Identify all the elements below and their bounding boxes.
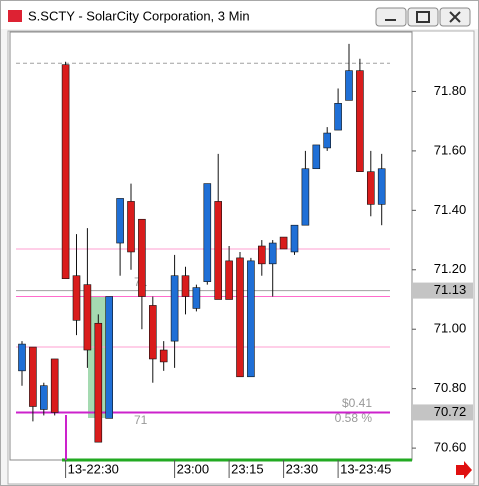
x-tick-label: 23:30	[286, 461, 319, 476]
app-icon	[8, 10, 22, 22]
candle-body	[94, 322, 103, 443]
candle-body	[268, 242, 277, 265]
minimize-button[interactable]	[375, 7, 407, 27]
price-marker	[413, 282, 473, 299]
candle-body	[356, 70, 364, 172]
measure-change: $0.41	[342, 396, 372, 410]
candle-body	[116, 198, 124, 244]
candle-body	[257, 245, 266, 265]
x-tick-label: 23:00	[177, 461, 210, 476]
candle-body	[61, 64, 70, 279]
candle-body	[236, 257, 244, 378]
candle-body	[29, 346, 37, 407]
price-marker	[413, 404, 473, 421]
candle-body	[323, 132, 332, 149]
price-marker-label: 71.13	[434, 282, 467, 297]
price-marker-label: 70.72	[434, 404, 467, 419]
candle-body	[366, 171, 375, 205]
candle-body	[72, 275, 81, 321]
candle-body	[170, 275, 179, 342]
candle-body	[203, 183, 212, 282]
candle-body	[334, 103, 342, 131]
candle-body	[39, 385, 48, 410]
candle-body	[345, 70, 353, 101]
candle-body	[149, 305, 157, 360]
candle-body	[18, 343, 26, 372]
candle-body	[279, 236, 288, 250]
x-tick-label: 23:15	[231, 461, 264, 476]
restore-button[interactable]	[407, 7, 439, 27]
y-tick-label: 70.80	[434, 380, 467, 395]
y-tick-label: 71.00	[434, 321, 467, 336]
candle-body	[159, 349, 168, 363]
candle-body	[50, 358, 59, 413]
y-tick-label: 71.80	[434, 83, 467, 98]
candle-body	[290, 224, 299, 253]
candle-body	[127, 201, 135, 253]
measure-label: 71	[134, 413, 148, 427]
y-tick-label: 71.20	[434, 261, 467, 276]
candle-body	[225, 260, 233, 300]
candle-body	[377, 168, 386, 205]
measure-percent: 0.58 %	[335, 411, 373, 425]
candle-body	[247, 260, 255, 378]
close-icon	[449, 11, 461, 23]
scroll-arrow[interactable]	[456, 461, 472, 479]
y-tick-label: 71.60	[434, 142, 467, 157]
candle-body	[214, 201, 222, 300]
restore-icon	[416, 11, 430, 23]
candle-body	[105, 296, 113, 419]
x-tick-label: 13-23:45	[340, 461, 391, 476]
candle-body	[181, 275, 190, 297]
y-tick-label: 71.40	[434, 202, 467, 217]
window-buttons[interactable]	[375, 7, 471, 27]
candle-body	[301, 168, 310, 226]
candle-body	[83, 284, 92, 351]
candle-body	[312, 144, 321, 170]
y-tick-label: 70.60	[434, 440, 467, 455]
candle-body	[192, 287, 201, 309]
chart-title: S.SCTY - SolarCity Corporation, 3 Min	[28, 8, 250, 23]
candle-body	[138, 218, 146, 297]
x-tick-label: 13-22:30	[68, 461, 119, 476]
